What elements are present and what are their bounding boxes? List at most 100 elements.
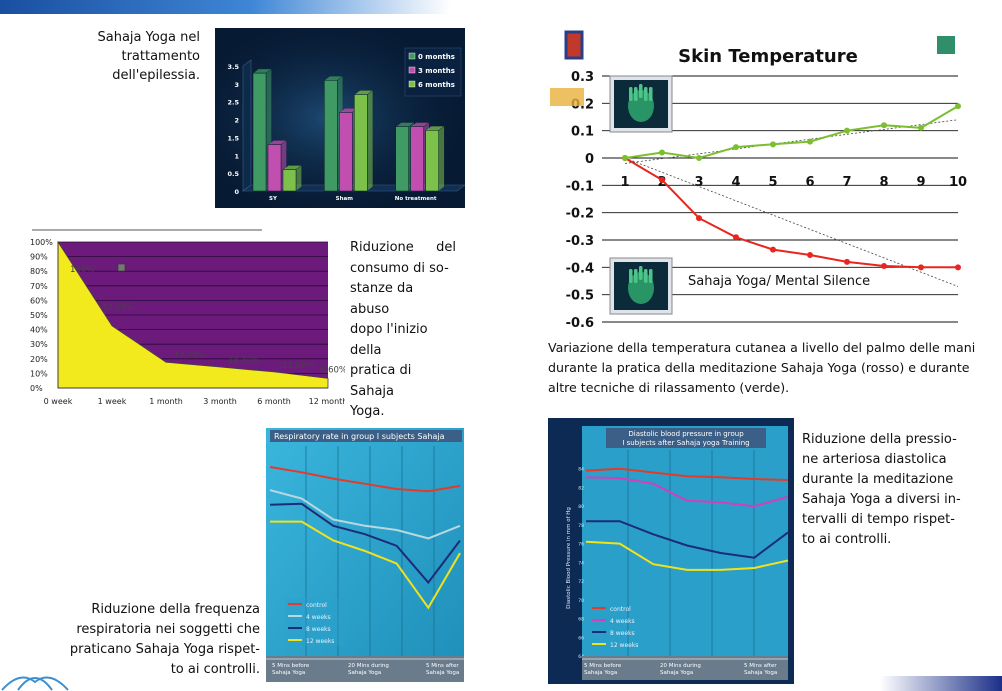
data-label: 100% bbox=[70, 265, 94, 275]
caption-line: ne arteriosa diastolica bbox=[802, 452, 947, 467]
series-point bbox=[918, 124, 924, 131]
bar bbox=[252, 72, 267, 192]
y-tick-label: 84 bbox=[578, 467, 584, 473]
x-tick-label: 6 month bbox=[257, 397, 291, 406]
series-line bbox=[269, 502, 461, 585]
finger-icon bbox=[629, 269, 633, 283]
title-bar bbox=[270, 430, 462, 442]
caption-line: Riduzione della pressio- bbox=[802, 432, 957, 447]
y-tick-label: 1.5 bbox=[227, 134, 239, 142]
series-point bbox=[844, 127, 850, 134]
x-tick-label: SY bbox=[269, 196, 278, 202]
legend-label: 8 weeks bbox=[610, 630, 635, 637]
y-tick-label: 64 bbox=[578, 654, 584, 660]
y-tick-label: 70% bbox=[30, 282, 48, 291]
series-line bbox=[270, 520, 461, 610]
bar-side bbox=[295, 164, 302, 192]
caption-line: Variazione della temperatura cutanea a l… bbox=[548, 340, 976, 355]
bar-side bbox=[367, 90, 374, 192]
legend-label: 12 weeks bbox=[306, 638, 334, 645]
y-tick-label: 68 bbox=[578, 617, 584, 623]
finger-icon bbox=[634, 87, 638, 101]
data-label: 11,00% bbox=[282, 361, 314, 371]
bar bbox=[324, 80, 338, 192]
bar bbox=[395, 126, 409, 192]
x-tick-label: Sahaja Yoga bbox=[272, 670, 305, 676]
x-tick-label: 5 Mins before bbox=[584, 663, 622, 669]
y-tick-label: 10% bbox=[30, 369, 48, 378]
chart-title: Respiratory rate in group I subjects Sah… bbox=[274, 432, 445, 441]
annotation: Sahaja Yoga/ Mental Silence bbox=[688, 274, 870, 289]
caption-line: dopo l'inizio della bbox=[350, 322, 428, 358]
legend-label: 3 months bbox=[418, 67, 455, 75]
x-tick-label: 8 bbox=[879, 175, 888, 190]
series-line bbox=[269, 466, 461, 493]
caption-line: pratica di Sahaja bbox=[350, 363, 412, 399]
y-tick-label: 0% bbox=[30, 384, 43, 393]
series-point bbox=[659, 149, 665, 156]
top-decor-bar bbox=[0, 0, 1002, 14]
series-point bbox=[881, 122, 887, 129]
x-tick-label: Sahaja Yoga bbox=[584, 670, 617, 676]
y-tick-label: 0.3 bbox=[571, 70, 594, 85]
y-tick-label: 76 bbox=[578, 542, 584, 548]
legend-label: 4 weeks bbox=[610, 618, 635, 625]
caption-respiratory: Riduzione della frequenza respiratoria n… bbox=[40, 600, 260, 680]
legend-swatch bbox=[408, 66, 416, 74]
caption-line: consumo di so- bbox=[350, 260, 449, 276]
y-tick-label: 20% bbox=[30, 355, 48, 364]
y-tick-label: 0.1 bbox=[571, 125, 594, 140]
university-logo-band bbox=[550, 88, 584, 106]
y-tick-label: 82 bbox=[578, 485, 584, 491]
epilepsy-bar-chart: 0 0.5 1 1.5 2 2.5 3 3.5 SY Sham No treatment 0 mont… bbox=[215, 28, 465, 208]
y-tick-label: 50% bbox=[30, 311, 48, 320]
bar bbox=[282, 169, 297, 192]
x-tick-label: 20 Mins during bbox=[660, 663, 701, 669]
legend-label: 8 weeks bbox=[306, 626, 331, 633]
marker-square bbox=[117, 263, 126, 272]
caption-line: tervalli di tempo rispet- bbox=[802, 512, 955, 527]
legend-label: 12 weeks bbox=[610, 642, 638, 649]
bar bbox=[425, 130, 439, 192]
legend-swatch bbox=[408, 80, 416, 88]
caption-line: Sahaja Yoga a diversi in- bbox=[802, 492, 961, 507]
series-line bbox=[585, 476, 789, 508]
series-line bbox=[269, 489, 461, 540]
data-label: 6,60% bbox=[320, 365, 345, 375]
series-point bbox=[659, 176, 665, 183]
x-axis-band bbox=[582, 656, 788, 680]
bar bbox=[339, 112, 353, 192]
data-label: 42,60% bbox=[102, 303, 134, 313]
series-point bbox=[622, 155, 628, 161]
caption-line: to ai controlli. bbox=[170, 662, 260, 677]
x-tick-label: 5 Mins after bbox=[744, 663, 777, 669]
y-tick-label: 1 bbox=[234, 152, 239, 160]
y-tick-label: 40% bbox=[30, 326, 48, 335]
x-tick-label: 7 bbox=[842, 175, 851, 190]
x-tick-label: 20 Mins during bbox=[348, 663, 389, 669]
chart-title: I subjects after Sahaja yoga Training bbox=[622, 439, 749, 447]
caption-line: Riduzione del bbox=[350, 238, 456, 259]
x-tick-label: Sahaja Yoga bbox=[660, 670, 693, 676]
area-fill bbox=[57, 240, 329, 389]
y-tick-label: 0 bbox=[234, 188, 239, 196]
y-tick-label: -0.2 bbox=[566, 207, 594, 222]
x-tick-label: 1 bbox=[620, 175, 629, 190]
legend-label: 4 weeks bbox=[306, 614, 331, 621]
finger-icon bbox=[644, 269, 648, 283]
caption-diastolic: Riduzione della pressio- ne arteriosa di… bbox=[802, 430, 982, 550]
series-line bbox=[586, 520, 789, 559]
y-tick-label: 60% bbox=[30, 296, 48, 305]
caption-epilepsy: Sahaja Yoga nel trattamento dell'epiless… bbox=[70, 28, 200, 85]
y-tick-label: 2 bbox=[234, 117, 239, 125]
x-tick-label: Sham bbox=[336, 196, 354, 202]
y-axis-label: Diastolic Blood Pressure in mm of Hg bbox=[566, 507, 572, 609]
caption-line: altre tecniche di rilassamento (verde). bbox=[548, 380, 790, 395]
caption-line: trattamento bbox=[121, 49, 200, 64]
skin-temperature-chart: Skin Temperature0.30.20.10-0.1-0.2-0.3-0… bbox=[550, 30, 967, 330]
y-tick-label: -0.1 bbox=[566, 179, 594, 194]
caption-line: to ai controlli. bbox=[802, 532, 892, 547]
series-line bbox=[585, 467, 789, 481]
series-point bbox=[918, 264, 924, 271]
